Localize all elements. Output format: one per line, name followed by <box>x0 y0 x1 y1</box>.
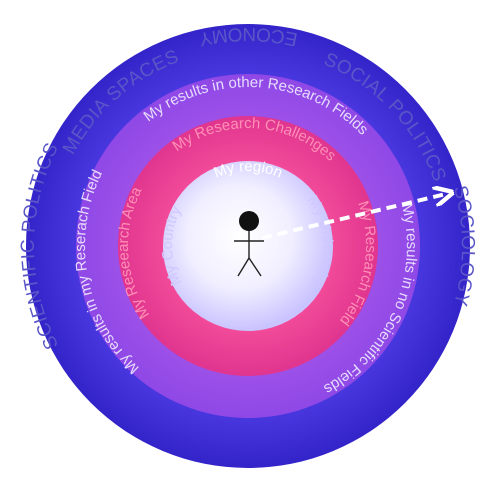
core-circle <box>163 161 333 331</box>
person-icon <box>234 211 264 277</box>
